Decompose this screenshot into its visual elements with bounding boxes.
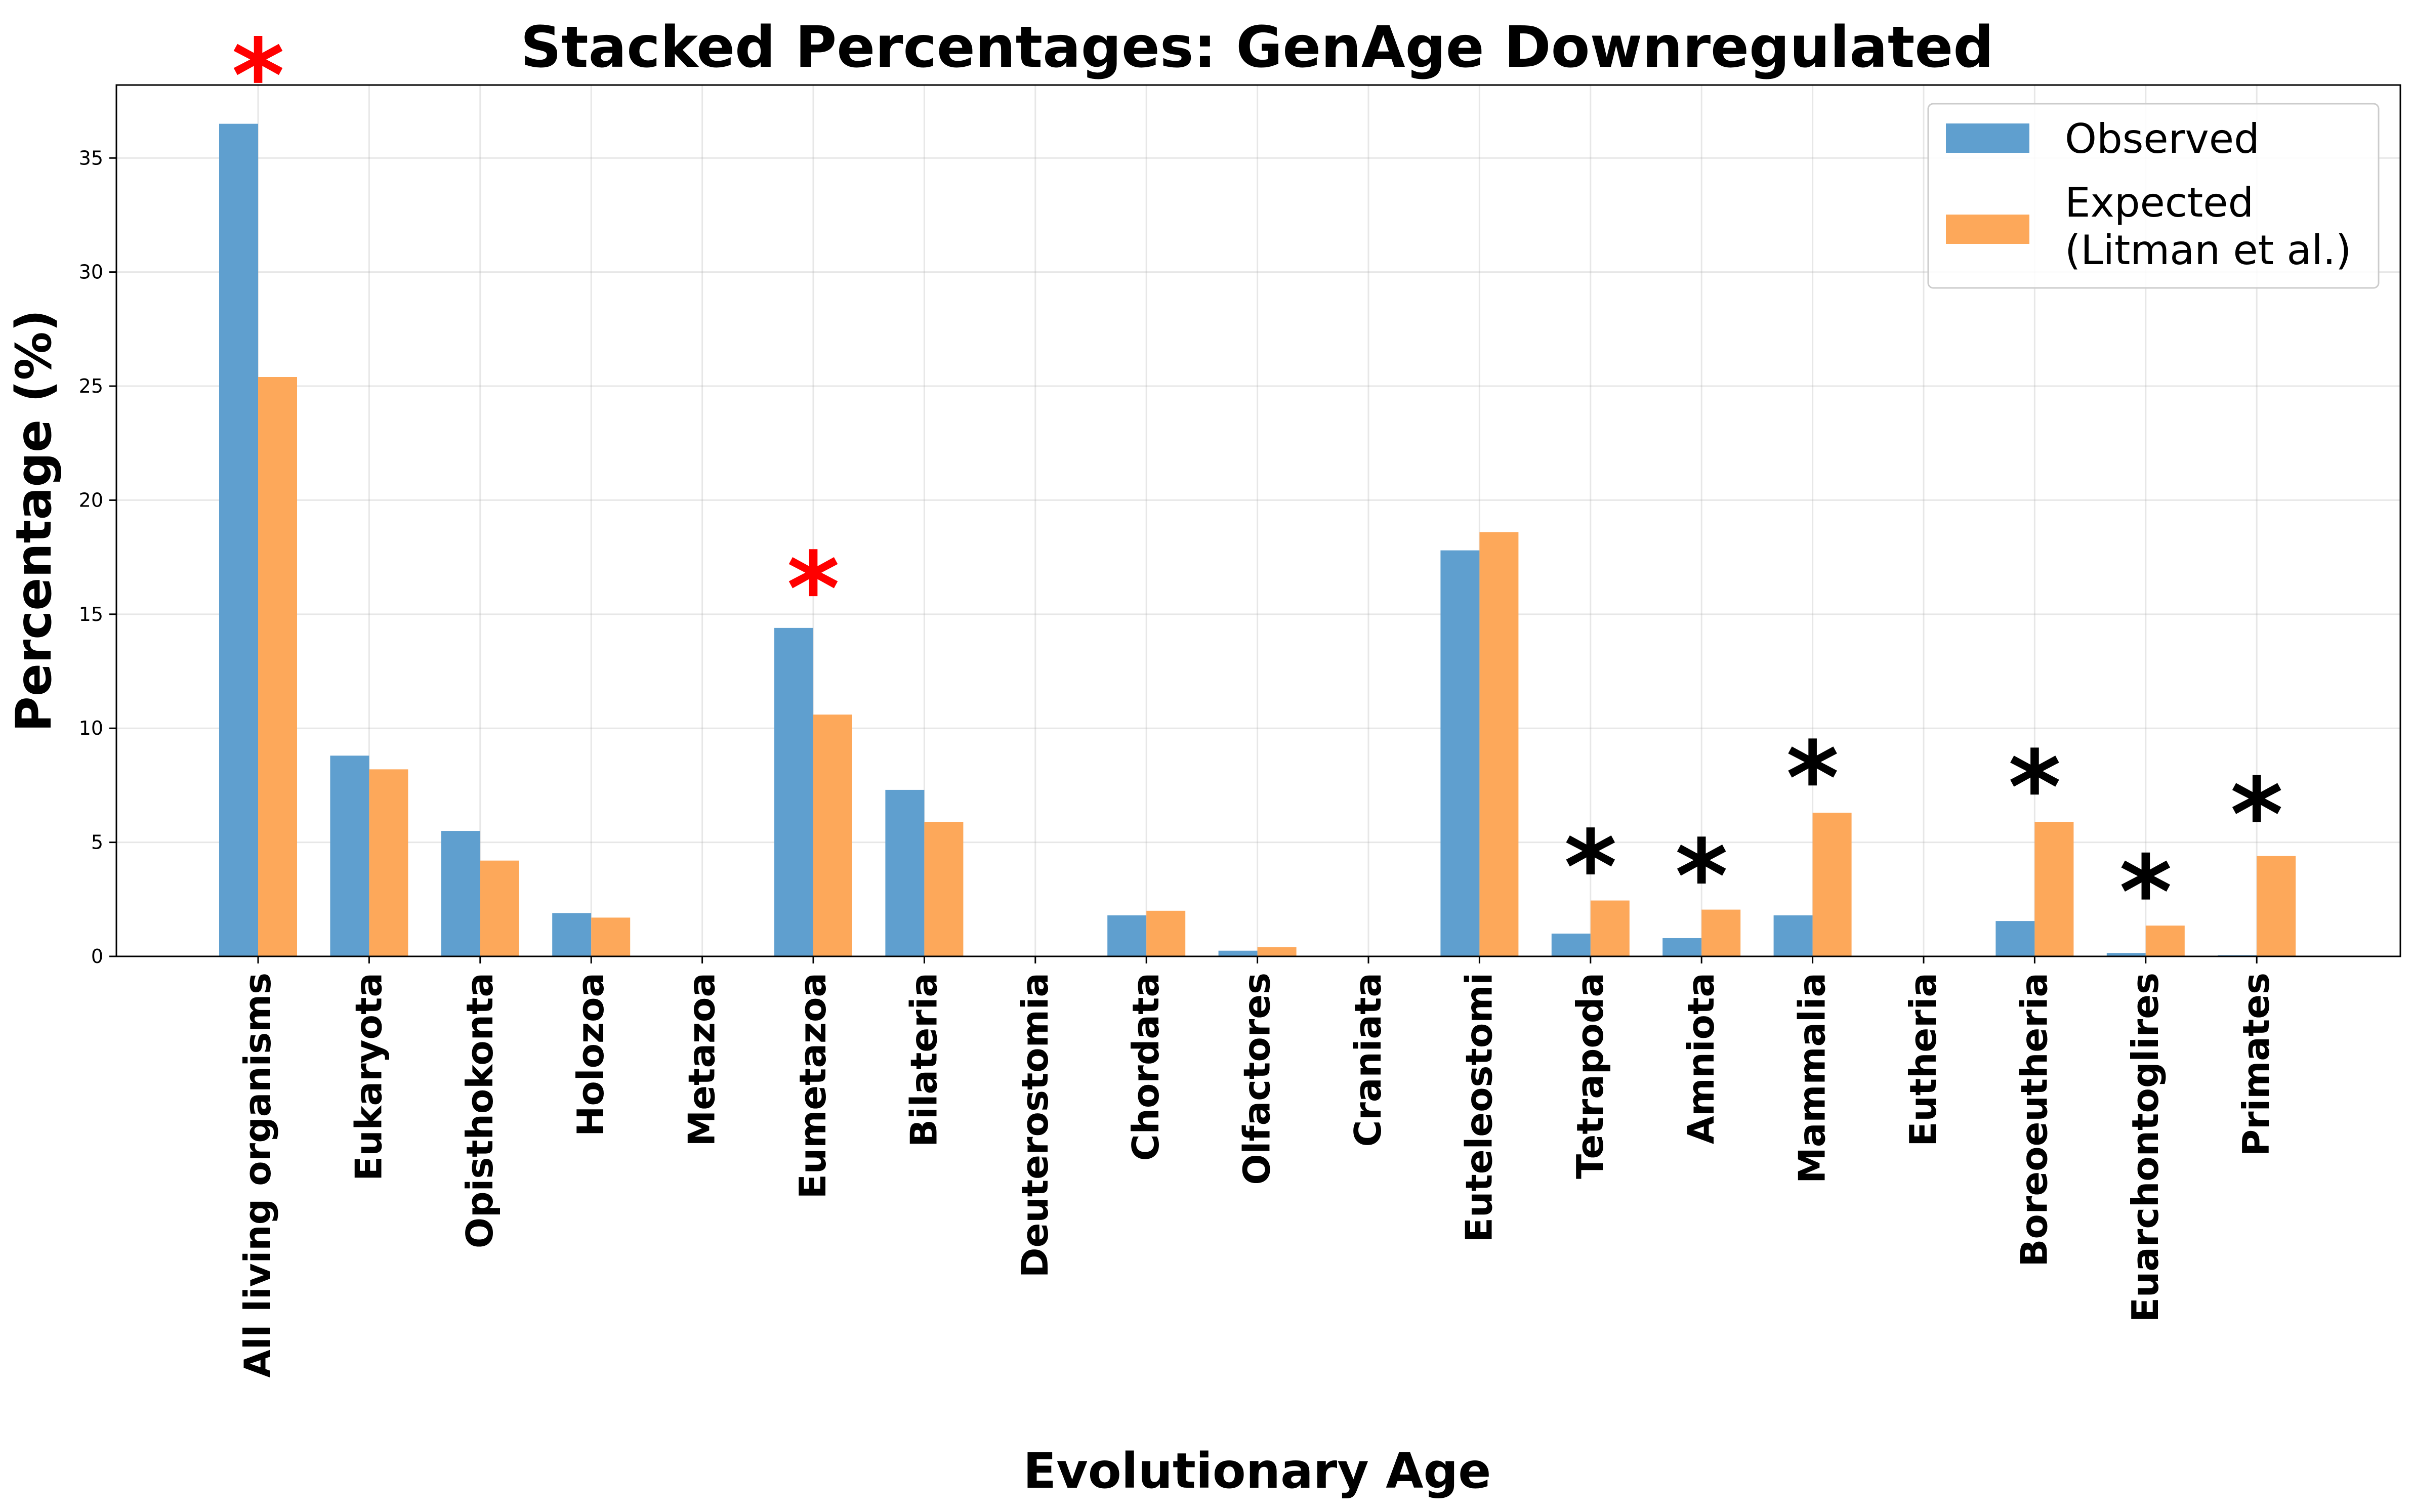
x-tick-label: Boreoeutheria <box>2013 973 2055 1267</box>
significance-star: * <box>2119 834 2173 952</box>
x-tick-label: Primates <box>2235 973 2277 1156</box>
bar-observed <box>2106 953 2146 956</box>
legend: Observed Expected (Litman et al.) <box>1927 103 2380 289</box>
bar-expected <box>2034 822 2074 956</box>
bar-observed <box>330 755 369 956</box>
bar-observed <box>552 913 592 956</box>
bar-observed <box>219 123 258 956</box>
y-tick-label: 35 <box>79 147 103 169</box>
legend-swatch-observed <box>1946 123 2029 153</box>
x-tick-label: Eutheria <box>1902 973 1944 1147</box>
x-tick-label: Eukaryota <box>347 973 390 1181</box>
legend-label-observed: Observed <box>2065 115 2260 162</box>
y-tick-label: 30 <box>79 261 103 283</box>
bar-expected <box>813 715 852 956</box>
x-tick-label: Tetrapoda <box>1569 973 1611 1179</box>
bar-expected <box>258 377 297 956</box>
significance-star: * <box>1786 720 1839 838</box>
x-tick-label: Chordata <box>1125 973 1167 1161</box>
significance-star: * <box>1564 809 1617 927</box>
bar-expected <box>591 917 631 956</box>
bar-expected <box>1257 947 1297 956</box>
x-tick-label: Olfactores <box>1236 973 1278 1185</box>
bar-observed <box>1773 915 1813 956</box>
x-tick-label: Metazoa <box>681 973 723 1146</box>
bar-observed <box>1551 933 1591 956</box>
chart-title: Stacked Percentages: GenAge Downregulate… <box>520 15 1993 80</box>
y-tick-label: 20 <box>79 489 103 511</box>
y-axis-ticks: 0 5 10 15 20 25 30 35 <box>79 147 116 968</box>
y-axis-label: Percentage (%) <box>6 309 62 732</box>
bar-observed <box>1662 938 1702 956</box>
y-tick-label: 15 <box>79 603 103 625</box>
bar-observed <box>1440 550 1480 956</box>
x-tick-label: Holozoa <box>569 973 612 1137</box>
legend-swatch-expected <box>1946 215 2029 244</box>
bar-observed <box>441 831 480 956</box>
x-tick-label: Opisthokonta <box>459 973 501 1248</box>
significance-markers: * * * * * * * * <box>232 17 2283 952</box>
x-axis-ticks: All living organisms Eukaryota Opisthokont… <box>236 956 2277 1378</box>
plot-frame <box>115 84 2401 957</box>
y-tick-label: 5 <box>91 831 103 854</box>
significance-star: * <box>787 531 840 649</box>
significance-star: * <box>1675 818 1728 936</box>
bar-expected <box>2145 926 2185 956</box>
bar-expected <box>1590 900 1630 956</box>
significance-star: * <box>2230 757 2283 874</box>
bar-expected <box>1812 813 1852 956</box>
x-tick-label: Deuterostomia <box>1014 973 1056 1278</box>
y-tick-label: 0 <box>91 945 103 968</box>
bars <box>219 123 2296 956</box>
y-tick-label: 10 <box>79 717 103 739</box>
x-axis-label: Evolutionary Age <box>1023 1443 1491 1499</box>
x-tick-label: Mammalia <box>1791 973 1834 1184</box>
significance-star: * <box>232 17 285 135</box>
x-tick-label: Eumetazoa <box>792 973 834 1199</box>
bar-observed <box>885 789 925 956</box>
bar-expected <box>369 769 408 956</box>
legend-frame <box>1927 103 2380 289</box>
significance-star: * <box>2008 729 2061 847</box>
bar-expected <box>924 822 964 956</box>
x-tick-label: All living organisms <box>236 973 279 1378</box>
bar-observed <box>1107 915 1147 956</box>
x-tick-label: Euteleostomi <box>1458 973 1500 1242</box>
x-tick-label: Euarchontoglires <box>2124 973 2167 1322</box>
y-tick-label: 25 <box>79 375 103 397</box>
x-tick-label: Craniata <box>1347 973 1389 1147</box>
bar-expected <box>1479 532 1519 956</box>
x-tick-label: Amniota <box>1680 973 1722 1144</box>
legend-label-expected: Expected (Litman et al.) <box>2065 179 2351 274</box>
bar-expected <box>1701 909 1741 956</box>
bar-expected <box>480 860 519 956</box>
bar-expected <box>2257 856 2296 956</box>
bar-observed <box>1995 921 2035 956</box>
bar-observed <box>1218 950 1258 956</box>
x-tick-label: Bilateria <box>902 973 945 1147</box>
bar-observed <box>774 627 813 956</box>
bar-expected <box>1146 910 1186 956</box>
